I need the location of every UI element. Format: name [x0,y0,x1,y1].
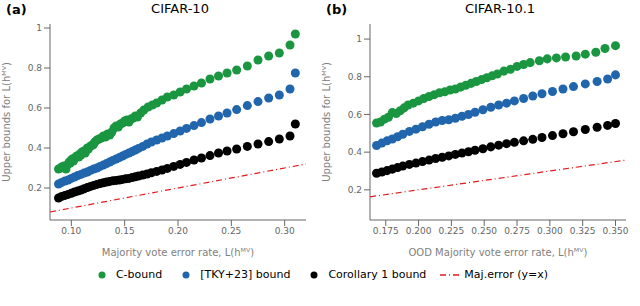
html-text:Maj.error (y=x): Maj.error (y=x) [464,268,549,281]
svg-text:0.200: 0.200 [406,226,432,236]
svg-text:0.10: 0.10 [61,226,81,236]
svg-text:0.6: 0.6 [28,103,43,113]
html-text:CIFAR-10.1: CIFAR-10.1 [464,1,536,16]
svg-text:0.4: 0.4 [348,147,363,157]
svg-text:0.8: 0.8 [348,72,363,82]
svg-text:0.275: 0.275 [504,226,530,236]
svg-text:0.325: 0.325 [570,226,596,236]
svg-text:Majority vote error rate, L(hᴹ: Majority vote error rate, L(hᴹⱽ) [102,247,254,258]
svg-text:0.2: 0.2 [28,183,42,193]
svg-text:0.30: 0.30 [275,226,295,236]
svg-text:0.4: 0.4 [28,143,43,153]
html-text:C-bound: C-bound [115,268,163,281]
svg-text:0.15: 0.15 [115,226,135,236]
svg-text:0.350: 0.350 [603,226,629,236]
html-text:Corollary 1 bound: Corollary 1 bound [328,268,427,281]
svg-text:0.250: 0.250 [471,226,497,236]
svg-text:0.25: 0.25 [221,226,241,236]
html-text:[TKY+23] bound: [TKY+23] bound [200,268,291,281]
svg-text:0.300: 0.300 [537,226,563,236]
svg-text:1: 1 [36,23,42,33]
svg-text:1: 1 [356,34,362,44]
svg-text:0.8: 0.8 [28,63,43,73]
svg-text:Upper bounds for L(hᴹⱽ): Upper bounds for L(hᴹⱽ) [321,62,332,182]
html-text:CIFAR-10: CIFAR-10 [151,1,209,16]
svg-text:OOD Majority vote error rate,: OOD Majority vote error rate, L(hᴹⱽ) [409,247,588,258]
svg-text:0.6: 0.6 [348,110,363,120]
svg-text:0.20: 0.20 [168,226,188,236]
svg-text:Upper bounds for L(hᴹⱽ): Upper bounds for L(hᴹⱽ) [8,62,12,182]
svg-text:0.175: 0.175 [373,226,399,236]
html-text:(a): (a) [6,2,27,17]
html-text:(b): (b) [326,2,348,17]
svg-text:0.225: 0.225 [439,226,465,236]
svg-text:0.2: 0.2 [348,185,362,195]
